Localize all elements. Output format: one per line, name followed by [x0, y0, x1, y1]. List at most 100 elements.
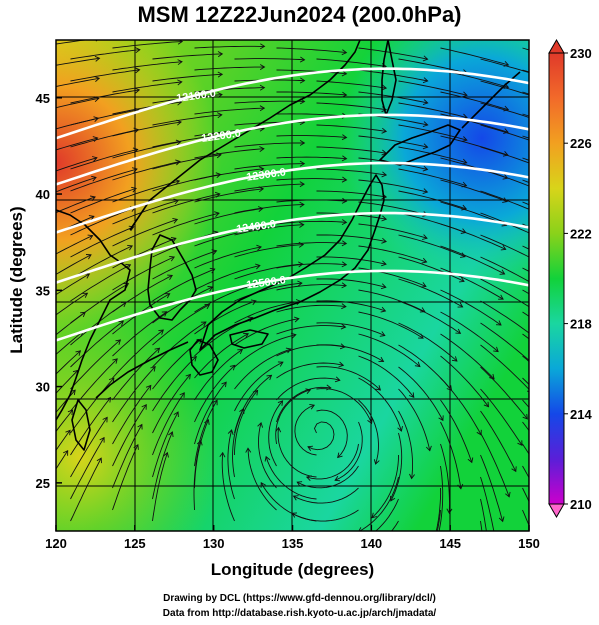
streamline-14	[112, 61, 183, 71]
streamline-1	[112, 41, 183, 49]
streamline-arrowhead-184	[247, 316, 254, 322]
streamline-arrowhead-80	[258, 166, 265, 173]
streamline-arrowhead-1	[177, 40, 184, 45]
streamline-arrowhead-196	[158, 329, 164, 335]
contour-line-1	[56, 113, 529, 186]
streamline-189	[70, 320, 124, 368]
streamline-arrowhead-114	[381, 237, 387, 244]
graticule	[56, 40, 529, 531]
streamline-arrowhead-7	[135, 47, 141, 54]
streamline-130	[56, 235, 93, 255]
streamline-arrowhead-118	[172, 217, 179, 224]
streamline-arrowhead-140	[380, 283, 387, 290]
streamline-237	[275, 389, 311, 445]
streamline-35	[234, 100, 305, 104]
streamline-arrowhead-231	[307, 445, 313, 452]
streamline-86	[152, 173, 221, 192]
streamline-260	[56, 430, 71, 452]
streamline-140	[316, 278, 386, 288]
streamline-arrowhead-209	[154, 347, 161, 354]
contour-label-1: 12200.0	[201, 128, 242, 145]
x-tick-label-120: 120	[45, 536, 67, 551]
streamline-37	[398, 102, 468, 119]
streamline-247	[56, 409, 73, 433]
taiwan-coast	[71, 399, 91, 451]
streamline-arrowhead-115	[460, 252, 466, 258]
streamline-arrowhead-257	[275, 426, 282, 433]
streamline-arrowhead-136	[578, 299, 583, 304]
streamline-arrowhead-17	[422, 77, 429, 84]
streamline-41	[194, 107, 265, 115]
streamline-8	[152, 53, 223, 60]
streamline-arrowhead-120	[341, 240, 348, 247]
streamline-229	[152, 374, 191, 434]
streamline-arrowhead-23	[381, 84, 388, 91]
streamline-arrowhead-202	[115, 339, 122, 345]
streamline-arrowhead-124	[128, 225, 135, 232]
streamline-arrowhead-85	[131, 167, 138, 173]
streamline-138	[152, 250, 217, 280]
colorbar: 210 214 218 222 226 230	[548, 38, 592, 519]
hokkaido	[379, 124, 461, 166]
streamline-arrowhead-108	[421, 234, 428, 240]
streamline-arrowhead-58	[583, 156, 588, 161]
streamline-29	[276, 91, 347, 96]
streamline-arrowhead-121	[421, 257, 428, 264]
streamline-arrowhead-132	[256, 244, 262, 251]
streamline-arrowhead-8	[217, 51, 224, 58]
contour-line-2	[56, 161, 529, 234]
streamline-274	[112, 444, 139, 511]
streamline-arrowhead-191	[290, 332, 297, 339]
streamline-74	[234, 163, 305, 170]
streamline-276	[247, 448, 277, 511]
streamline-arrowhead-83	[502, 197, 508, 203]
colorbar-tick-label-210: 210	[570, 497, 592, 512]
streamline-arrowhead-229	[185, 373, 191, 380]
streamline-arrowhead-225	[334, 475, 341, 482]
streamline-218	[316, 409, 348, 458]
streamline-arrowhead-176	[120, 301, 127, 308]
streamline-249	[194, 400, 218, 467]
streamline-104	[56, 196, 96, 214]
streamline-152	[234, 282, 302, 302]
streamline-81	[276, 178, 347, 181]
streamline-arrowhead-27	[177, 79, 183, 86]
streamline-0	[56, 40, 89, 45]
streamline-arrowhead-210	[237, 349, 244, 355]
streamline-79	[112, 161, 181, 181]
streamline-arrowhead-230	[266, 374, 273, 381]
streamline-arrowhead-100	[299, 201, 305, 208]
streamline-arrowhead-235	[145, 384, 152, 391]
streamline-171	[194, 300, 257, 335]
streamline-9	[234, 58, 305, 61]
streamline-arrowhead-188	[569, 399, 574, 404]
streamline-arrowhead-12	[543, 75, 548, 80]
streamline-156	[56, 273, 90, 296]
streamline-arrowhead-34	[217, 91, 223, 98]
streamline-arrowhead-93	[258, 186, 265, 193]
streamline-arrowhead-29	[341, 91, 348, 98]
streamline-72	[70, 148, 138, 170]
streamline-arrowhead-86	[215, 172, 222, 179]
streamline-arrowhead-253	[552, 522, 556, 527]
streamline-arrowhead-242	[179, 392, 185, 398]
streamline-arrowhead-147	[419, 307, 426, 313]
streamline-arrowhead-33	[134, 87, 141, 94]
streamline-207	[480, 388, 523, 446]
streamline-arrowhead-44	[503, 128, 509, 134]
streamline-arrowhead-56	[422, 143, 429, 150]
streamline-114	[316, 234, 387, 243]
colorbar-tick-label-226: 226	[570, 136, 592, 151]
streamline-235	[112, 385, 152, 445]
streamline-108	[358, 223, 428, 239]
streamline-arrowhead-213	[467, 457, 474, 464]
streamline-arrowhead-223	[229, 364, 236, 371]
streamline-arrowhead-43	[422, 121, 429, 128]
streamline-177	[152, 304, 210, 346]
streamline-73	[152, 154, 222, 170]
streamline-87	[234, 183, 305, 192]
streamline-arrowhead-4	[422, 55, 429, 62]
streamline-arrowhead-264	[292, 495, 299, 501]
streamline-arrowhead-258	[358, 527, 362, 531]
x-tick-label-135: 135	[282, 536, 304, 551]
